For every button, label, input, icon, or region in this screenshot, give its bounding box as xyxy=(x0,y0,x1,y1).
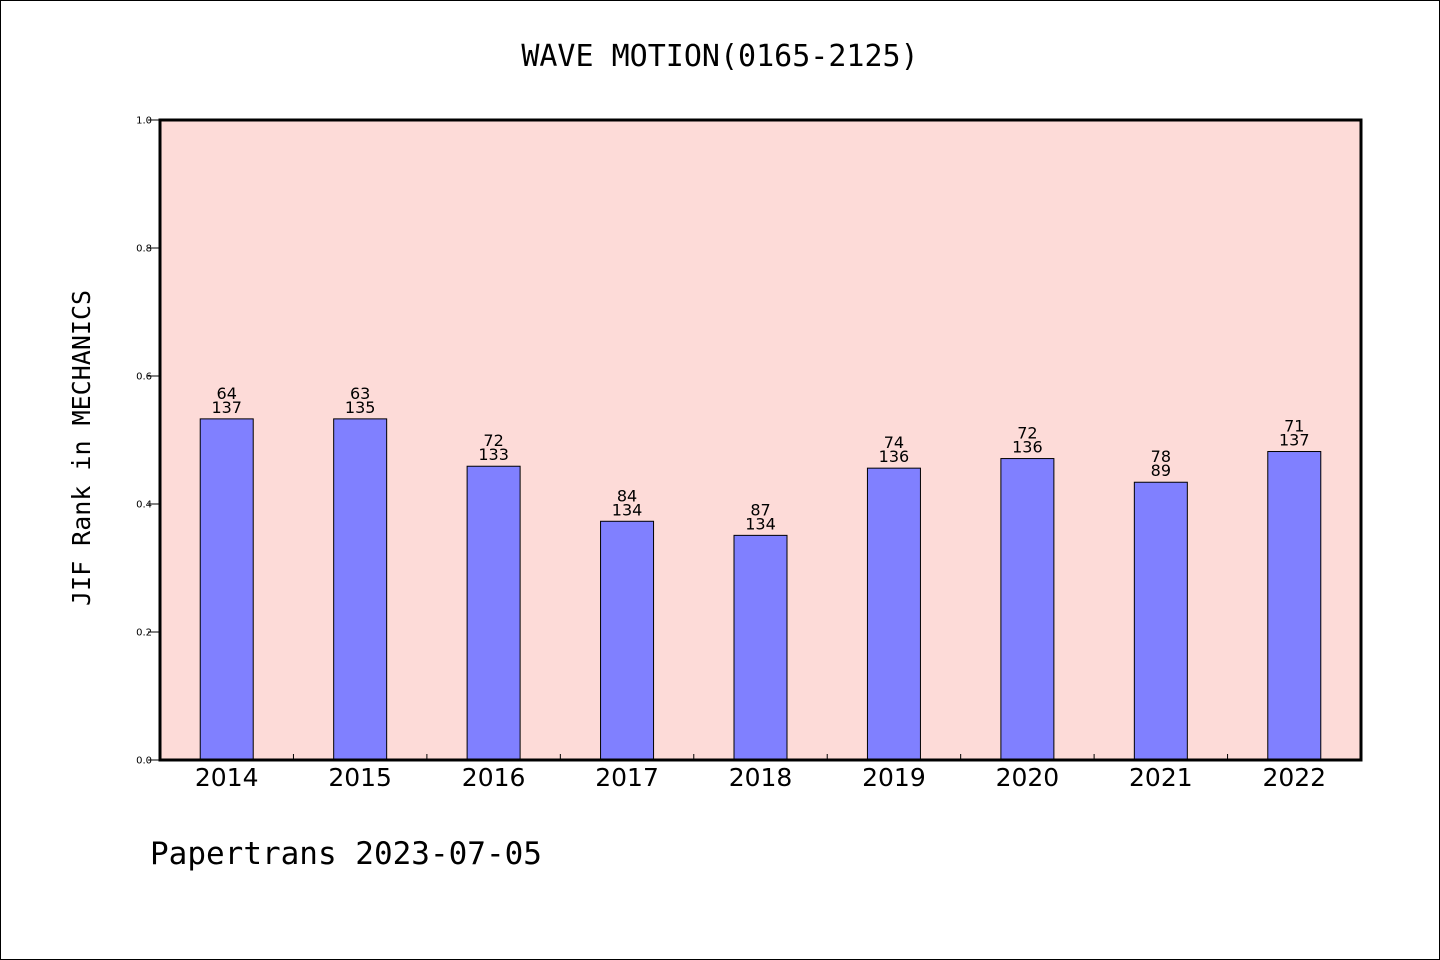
bar-total-label: 137 xyxy=(211,398,242,417)
y-tick-label: 1.0 xyxy=(136,116,152,127)
bar-2019 xyxy=(866,467,921,761)
bar-total-label: 134 xyxy=(612,500,643,519)
footer-stamp: Papertrans 2023-07-05 xyxy=(150,836,542,872)
bar-2021 xyxy=(1133,481,1188,761)
chart-title: WAVE MOTION(0165-2125) xyxy=(521,39,918,74)
bar-series xyxy=(199,418,1322,761)
bar-rank-label: 84 xyxy=(617,486,637,505)
y-axis-ticks: 0.0 0.2 0.4 0.6 0.8 1.0 xyxy=(136,116,160,767)
bar-total-label: 136 xyxy=(879,447,910,466)
y-tick-label: 0.2 xyxy=(136,628,152,639)
x-tick-label: 2021 xyxy=(1129,763,1193,792)
bar-rank-label: 74 xyxy=(884,433,904,452)
bar-total-label: 133 xyxy=(478,445,509,464)
x-tick-label: 2020 xyxy=(996,763,1060,792)
bar-2014 xyxy=(199,418,254,761)
x-tick-label: 2016 xyxy=(462,763,526,792)
x-tick-label: 2019 xyxy=(862,763,926,792)
plot-border xyxy=(158,118,1363,762)
bar-2016 xyxy=(466,465,521,761)
bar-2020 xyxy=(1000,458,1055,761)
bar-total-label: 135 xyxy=(345,398,376,417)
y-tick-label: 0.0 xyxy=(136,756,152,767)
x-tick-label: 2014 xyxy=(195,763,259,792)
x-tick-label: 2017 xyxy=(595,763,659,792)
bar-2017 xyxy=(600,520,655,761)
bar-rank-label: 72 xyxy=(483,431,503,450)
y-axis-label: JIF Rank in MECHANICS xyxy=(67,290,96,606)
bar-2015 xyxy=(333,418,388,761)
y-tick-label: 0.6 xyxy=(136,372,152,383)
bar-rank-label: 63 xyxy=(350,384,370,403)
bar-rank-label: 72 xyxy=(1017,424,1037,443)
bar-total-label: 137 xyxy=(1279,431,1310,450)
bar-rank-label: 64 xyxy=(217,384,237,403)
bar-2022 xyxy=(1267,451,1322,761)
bar-total-label: 136 xyxy=(1012,438,1043,457)
bar-2018 xyxy=(733,534,788,761)
x-axis-ticks: 2014 2015 2016 2017 2018 2019 2020 2021 2022 xyxy=(195,754,1326,792)
x-tick-label: 2015 xyxy=(328,763,392,792)
bar-total-label: 89 xyxy=(1151,461,1171,480)
bar-rank-label: 78 xyxy=(1151,447,1171,466)
y-tick-label: 0.8 xyxy=(136,244,152,255)
bar-rank-label: 87 xyxy=(750,500,770,519)
x-tick-label: 2018 xyxy=(729,763,793,792)
bar-rank-label: 71 xyxy=(1284,417,1304,436)
y-tick-label: 0.4 xyxy=(136,500,152,511)
x-tick-label: 2022 xyxy=(1262,763,1326,792)
bar-total-label: 134 xyxy=(745,514,776,533)
